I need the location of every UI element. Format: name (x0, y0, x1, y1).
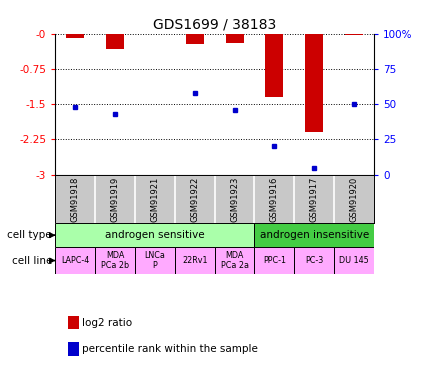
Text: percentile rank within the sample: percentile rank within the sample (82, 344, 258, 354)
Text: log2 ratio: log2 ratio (82, 318, 132, 327)
Bar (66, 34, 84, 39)
Text: GSM91917: GSM91917 (310, 176, 319, 222)
Bar (255, 248, 294, 274)
Text: PPC-1: PPC-1 (263, 256, 286, 265)
Bar (345, 34, 363, 35)
Text: 22Rv1: 22Rv1 (182, 256, 207, 265)
Bar (95, 248, 135, 274)
Text: LNCa
P: LNCa P (144, 251, 165, 270)
Text: cell type: cell type (7, 230, 52, 240)
Bar (186, 34, 204, 44)
Bar (106, 34, 124, 49)
Bar (255, 223, 374, 248)
Text: androgen insensitive: androgen insensitive (260, 230, 369, 240)
Bar (215, 248, 255, 274)
Text: DU 145: DU 145 (339, 256, 369, 265)
Bar (334, 248, 374, 274)
Bar (55, 223, 255, 248)
Bar (55, 248, 95, 274)
Bar (226, 34, 244, 43)
Text: GSM91922: GSM91922 (190, 176, 199, 222)
Text: androgen sensitive: androgen sensitive (105, 230, 205, 240)
Text: LAPC-4: LAPC-4 (61, 256, 89, 265)
Text: GSM91921: GSM91921 (150, 176, 159, 222)
Text: MDA
PCa 2b: MDA PCa 2b (101, 251, 129, 270)
Text: GSM91920: GSM91920 (350, 176, 359, 222)
Bar (266, 34, 283, 97)
Text: MDA
PCa 2a: MDA PCa 2a (221, 251, 249, 270)
Text: GSM91916: GSM91916 (270, 176, 279, 222)
Bar (135, 248, 175, 274)
Bar (175, 248, 215, 274)
Bar (294, 248, 334, 274)
Text: GSM91923: GSM91923 (230, 176, 239, 222)
Text: GSM91918: GSM91918 (71, 176, 79, 222)
Bar (305, 34, 323, 132)
Text: cell line: cell line (11, 255, 52, 266)
Text: GSM91919: GSM91919 (110, 176, 119, 222)
Title: GDS1699 / 38183: GDS1699 / 38183 (153, 17, 276, 31)
Text: PC-3: PC-3 (305, 256, 323, 265)
